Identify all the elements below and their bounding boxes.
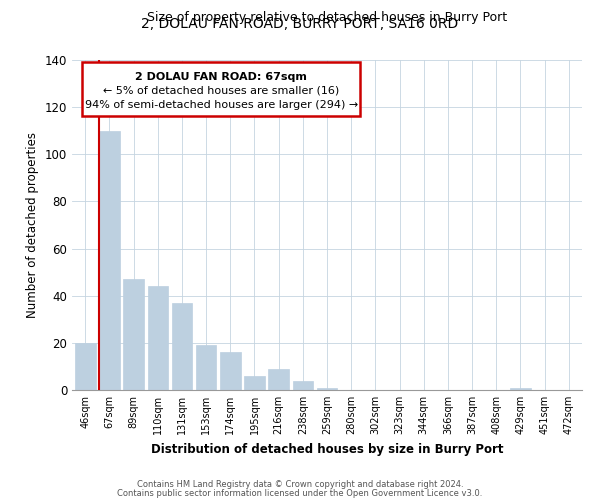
Bar <box>317 388 337 390</box>
Bar <box>510 388 530 390</box>
FancyBboxPatch shape <box>82 62 360 116</box>
Bar <box>75 343 95 390</box>
Bar <box>293 380 313 390</box>
Text: 2 DOLAU FAN ROAD: 67sqm: 2 DOLAU FAN ROAD: 67sqm <box>135 72 307 82</box>
Y-axis label: Number of detached properties: Number of detached properties <box>26 132 39 318</box>
Bar <box>99 130 120 390</box>
Bar <box>244 376 265 390</box>
Text: Contains HM Land Registry data © Crown copyright and database right 2024.: Contains HM Land Registry data © Crown c… <box>137 480 463 489</box>
Bar <box>124 279 144 390</box>
Bar <box>148 286 168 390</box>
X-axis label: Distribution of detached houses by size in Burry Port: Distribution of detached houses by size … <box>151 442 503 456</box>
Text: ← 5% of detached houses are smaller (16): ← 5% of detached houses are smaller (16) <box>103 86 340 96</box>
Bar <box>196 345 217 390</box>
Text: Contains public sector information licensed under the Open Government Licence v3: Contains public sector information licen… <box>118 489 482 498</box>
Bar <box>172 303 192 390</box>
Bar <box>220 352 241 390</box>
Text: 94% of semi-detached houses are larger (294) →: 94% of semi-detached houses are larger (… <box>85 100 358 110</box>
Text: 2, DOLAU FAN ROAD, BURRY PORT, SA16 0RD: 2, DOLAU FAN ROAD, BURRY PORT, SA16 0RD <box>142 18 458 32</box>
Title: Size of property relative to detached houses in Burry Port: Size of property relative to detached ho… <box>147 11 507 24</box>
Bar <box>268 369 289 390</box>
